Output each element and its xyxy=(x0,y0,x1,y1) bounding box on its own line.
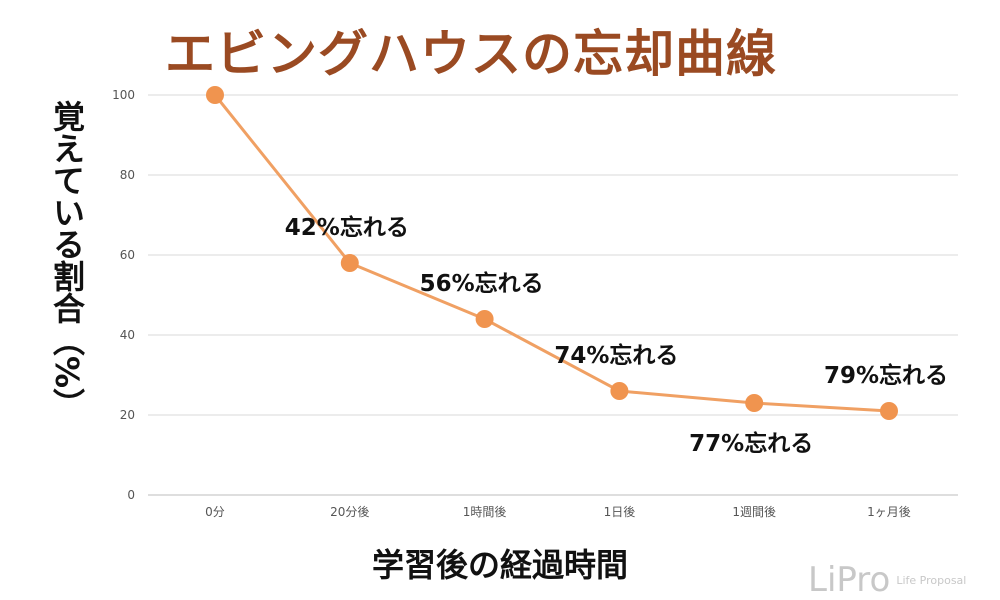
annotation-3: 77%忘れる xyxy=(689,430,813,457)
y-tick-label-0: 0 xyxy=(127,488,135,502)
data-point-4 xyxy=(745,394,764,412)
logo-subtitle: Life Proposal xyxy=(896,573,967,587)
x-axis-label: 学習後の経過時間 xyxy=(371,546,628,584)
data-point-0 xyxy=(206,86,224,104)
data-point-3 xyxy=(610,382,629,400)
data-point-2 xyxy=(475,310,494,328)
y-tick-label-80: 80 xyxy=(120,168,135,182)
annotation-1: 56%忘れる xyxy=(420,270,544,297)
data-point-5 xyxy=(880,402,898,420)
x-tick-label-3: 1日後 xyxy=(604,505,636,519)
lipro-logo: LiPro Life Proposal xyxy=(808,560,967,600)
y-tick-label-60: 60 xyxy=(120,248,135,262)
chart-title: エビングハウスの忘却曲線 xyxy=(165,25,777,83)
y-tick-label-100: 100 xyxy=(112,88,135,102)
series-line xyxy=(213,94,890,413)
y-axis-label: 覚えている割合（%） xyxy=(48,100,86,421)
data-point-1 xyxy=(340,254,359,272)
logo-mark: LiPro xyxy=(808,560,891,600)
x-tick-label-5: 1ヶ月後 xyxy=(867,505,911,519)
annotation-0: 42%忘れる xyxy=(285,214,409,241)
x-tick-label-1: 20分後 xyxy=(330,505,369,519)
y-tick-label-20: 20 xyxy=(120,408,135,422)
x-tick-label-0: 0分 xyxy=(205,505,225,519)
annotation-4: 79%忘れる xyxy=(824,362,948,389)
x-tick-label-4: 1週間後 xyxy=(732,505,776,519)
annotation-2: 74%忘れる xyxy=(554,342,678,369)
y-tick-label-40: 40 xyxy=(120,328,135,342)
x-tick-label-2: 1時間後 xyxy=(463,505,507,519)
